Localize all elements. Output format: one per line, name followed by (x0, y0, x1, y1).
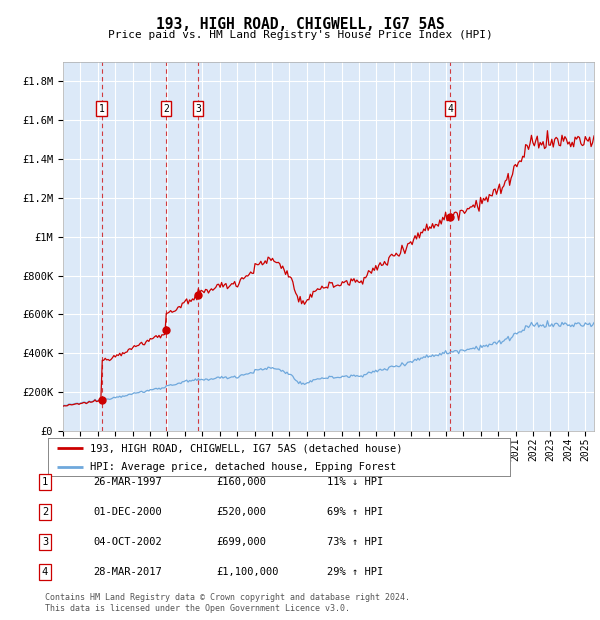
Text: 01-DEC-2000: 01-DEC-2000 (93, 507, 162, 517)
Text: 69% ↑ HPI: 69% ↑ HPI (327, 507, 383, 517)
Text: HPI: Average price, detached house, Epping Forest: HPI: Average price, detached house, Eppi… (89, 462, 396, 472)
Text: 3: 3 (195, 104, 201, 113)
Text: £1,100,000: £1,100,000 (216, 567, 278, 577)
Text: 28-MAR-2017: 28-MAR-2017 (93, 567, 162, 577)
Text: 04-OCT-2002: 04-OCT-2002 (93, 537, 162, 547)
Text: 3: 3 (42, 537, 48, 547)
Text: 29% ↑ HPI: 29% ↑ HPI (327, 567, 383, 577)
Text: Price paid vs. HM Land Registry's House Price Index (HPI): Price paid vs. HM Land Registry's House … (107, 30, 493, 40)
Text: 73% ↑ HPI: 73% ↑ HPI (327, 537, 383, 547)
Text: 2: 2 (42, 507, 48, 517)
Text: £699,000: £699,000 (216, 537, 266, 547)
Text: 1: 1 (42, 477, 48, 487)
Text: Contains HM Land Registry data © Crown copyright and database right 2024.
This d: Contains HM Land Registry data © Crown c… (45, 593, 410, 613)
Text: 11% ↓ HPI: 11% ↓ HPI (327, 477, 383, 487)
Text: 1: 1 (99, 104, 105, 113)
Text: 4: 4 (42, 567, 48, 577)
Text: 193, HIGH ROAD, CHIGWELL, IG7 5AS (detached house): 193, HIGH ROAD, CHIGWELL, IG7 5AS (detac… (89, 443, 402, 453)
Text: 2: 2 (163, 104, 169, 113)
Text: £520,000: £520,000 (216, 507, 266, 517)
Text: 26-MAR-1997: 26-MAR-1997 (93, 477, 162, 487)
Text: 193, HIGH ROAD, CHIGWELL, IG7 5AS: 193, HIGH ROAD, CHIGWELL, IG7 5AS (155, 17, 445, 32)
Text: £160,000: £160,000 (216, 477, 266, 487)
Text: 4: 4 (447, 104, 453, 113)
